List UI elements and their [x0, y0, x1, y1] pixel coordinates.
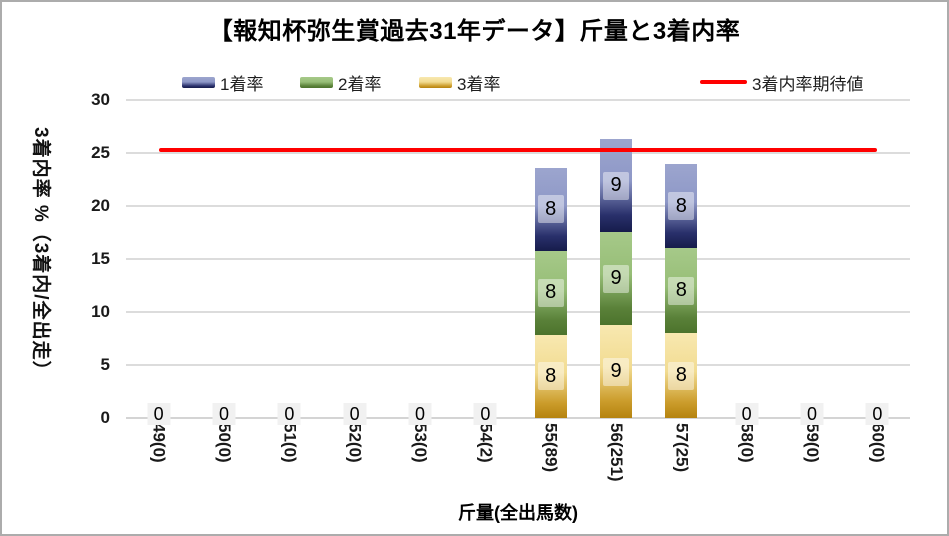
legend-label: 1着率	[220, 74, 264, 94]
legend-bar-swatch-icon	[182, 76, 215, 88]
bar-value-label-3着率-57(25): 8	[668, 361, 695, 390]
legend-label: 2着率	[338, 74, 382, 94]
zero-value-label-58(0): 0	[735, 403, 759, 425]
y-tick-label: 10	[91, 302, 110, 321]
legend-label: 3着内率期待値	[752, 74, 864, 94]
x-tick-label: 51(0)	[280, 423, 300, 463]
zero-value-label-60(0): 0	[865, 403, 889, 425]
bar-value-label-3着率-55(89): 8	[537, 362, 564, 391]
zero-value-label-54(2): 0	[473, 403, 497, 425]
bar-segment-1着率-55(89)	[534, 167, 567, 252]
bar-segment-1着率-56(251)	[600, 139, 632, 233]
gridline	[126, 364, 910, 366]
x-tick-label: 52(0)	[345, 423, 365, 463]
gridline	[126, 311, 910, 313]
zero-value-label-59(0): 0	[800, 403, 824, 425]
bar-segment-2着率-57(25)	[665, 248, 698, 334]
y-tick-label: 15	[91, 249, 110, 268]
bar-segment-3着率-56(251)	[600, 325, 632, 418]
gridline	[126, 152, 910, 154]
y-axis-title: 3着内率 %（3着内/全出走）	[30, 127, 51, 381]
y-tick-label: 25	[91, 143, 110, 162]
y-tick-label: 0	[100, 408, 110, 427]
zero-value-label-52(0): 0	[343, 403, 367, 425]
x-tick-label: 57(25)	[672, 423, 692, 473]
legend-label: 3着率	[457, 74, 501, 94]
y-tick-label: 5	[100, 355, 110, 374]
legend-item-3着率: 3着率	[419, 70, 500, 94]
zero-value-label-50(0): 0	[212, 403, 236, 425]
x-tick-label: 58(0)	[737, 423, 757, 463]
x-tick-label: 50(0)	[215, 423, 234, 463]
gridline	[126, 258, 910, 260]
bar-segment-3着率-57(25)	[665, 333, 698, 418]
legend-item-1着率: 1着率	[182, 70, 263, 94]
x-tick-label: 54(2)	[476, 423, 496, 463]
legend-item-3着内率期待値: 3着内率期待値	[700, 70, 863, 94]
bar-value-label-1着率-57(25): 8	[668, 192, 695, 220]
legend-bar-swatch-icon	[300, 76, 333, 88]
x-axis-line	[126, 417, 910, 419]
bar-value-label-1着率-55(89): 8	[537, 195, 564, 224]
expected-line	[158, 147, 878, 152]
bar-value-label-1着率-56(251): 9	[603, 171, 629, 200]
legend-item-2着率: 2着率	[300, 70, 381, 94]
bar-value-label-2着率-56(251): 9	[603, 264, 629, 293]
bar-segment-2着率-55(89)	[534, 251, 567, 335]
bar-segment-1着率-57(25)	[665, 163, 698, 249]
zero-value-label-49(0): 0	[147, 403, 171, 425]
bar-segment-2着率-56(251)	[600, 232, 632, 326]
bar-value-label-3着率-56(251): 9	[603, 357, 629, 386]
chart-title: 【報知杯弥生賞過去31年データ】斤量と3着内率	[208, 18, 741, 45]
x-tick-label: 49(0)	[149, 423, 169, 463]
x-tick-label: 59(0)	[803, 423, 822, 463]
bar-segment-3着率-55(89)	[534, 334, 567, 418]
legend-line-swatch-icon	[700, 80, 747, 84]
bar-value-label-2着率-57(25): 8	[668, 276, 695, 305]
x-tick-label: 53(0)	[411, 423, 430, 463]
gridline	[126, 205, 910, 207]
gridline	[126, 99, 910, 101]
x-tick-label: 55(89)	[541, 423, 561, 473]
zero-value-label-53(0): 0	[408, 403, 432, 425]
x-axis-title: 斤量(全出馬数)	[458, 503, 578, 523]
legend-bar-swatch-icon	[419, 76, 452, 88]
bar-value-label-2着率-55(89): 8	[537, 278, 564, 307]
y-tick-label: 30	[91, 90, 110, 109]
y-tick-label: 20	[91, 196, 110, 215]
x-tick-label: 56(251)	[607, 423, 626, 482]
zero-value-label-51(0): 0	[277, 403, 301, 425]
x-tick-label: 60(0)	[868, 423, 888, 463]
